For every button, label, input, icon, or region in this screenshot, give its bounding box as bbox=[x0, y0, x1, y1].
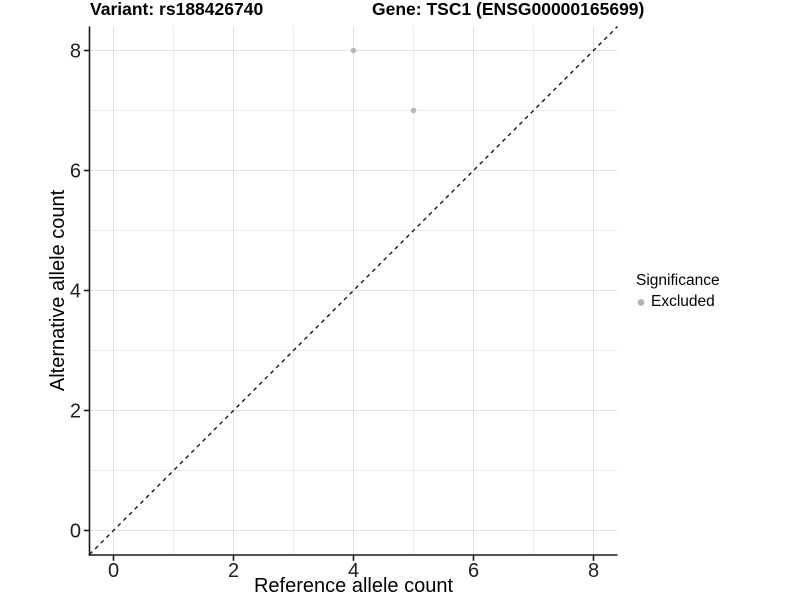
x-tick-label: 0 bbox=[108, 560, 119, 582]
x-tick-label: 4 bbox=[348, 560, 359, 582]
excluded-marker-dot bbox=[637, 298, 645, 306]
legend-item-excluded: Excluded bbox=[635, 294, 720, 310]
y-axis-title: Alternative allele count bbox=[47, 189, 69, 391]
y-tick-label: 4 bbox=[70, 281, 81, 303]
data-point bbox=[410, 107, 417, 114]
x-tick-label: 2 bbox=[228, 560, 239, 582]
x-axis-ticks bbox=[112, 555, 595, 561]
x-axis-title: Reference allele count bbox=[254, 575, 453, 597]
legend: Significance Excluded bbox=[635, 272, 720, 310]
y-tick-label: 0 bbox=[70, 521, 81, 543]
x-tick-label: 6 bbox=[468, 560, 479, 582]
y-tick-label: 8 bbox=[70, 41, 81, 63]
x-tick-label: 8 bbox=[588, 560, 599, 582]
y-tick-label: 2 bbox=[70, 401, 81, 423]
plot-title-variant: Variant: rs188426740 bbox=[90, 0, 264, 19]
legend-title: Significance bbox=[636, 272, 720, 289]
plot-title-gene: Gene: TSC1 (ENSG00000165699) bbox=[372, 0, 645, 19]
grid-major bbox=[89, 26, 618, 555]
data-points bbox=[350, 47, 417, 114]
y-tick-label: 6 bbox=[70, 161, 81, 183]
y-axis-ticks bbox=[84, 49, 89, 532]
legend-item-label: Excluded bbox=[651, 292, 715, 310]
legend-key-circle-icon bbox=[637, 298, 645, 306]
data-point bbox=[350, 47, 357, 54]
